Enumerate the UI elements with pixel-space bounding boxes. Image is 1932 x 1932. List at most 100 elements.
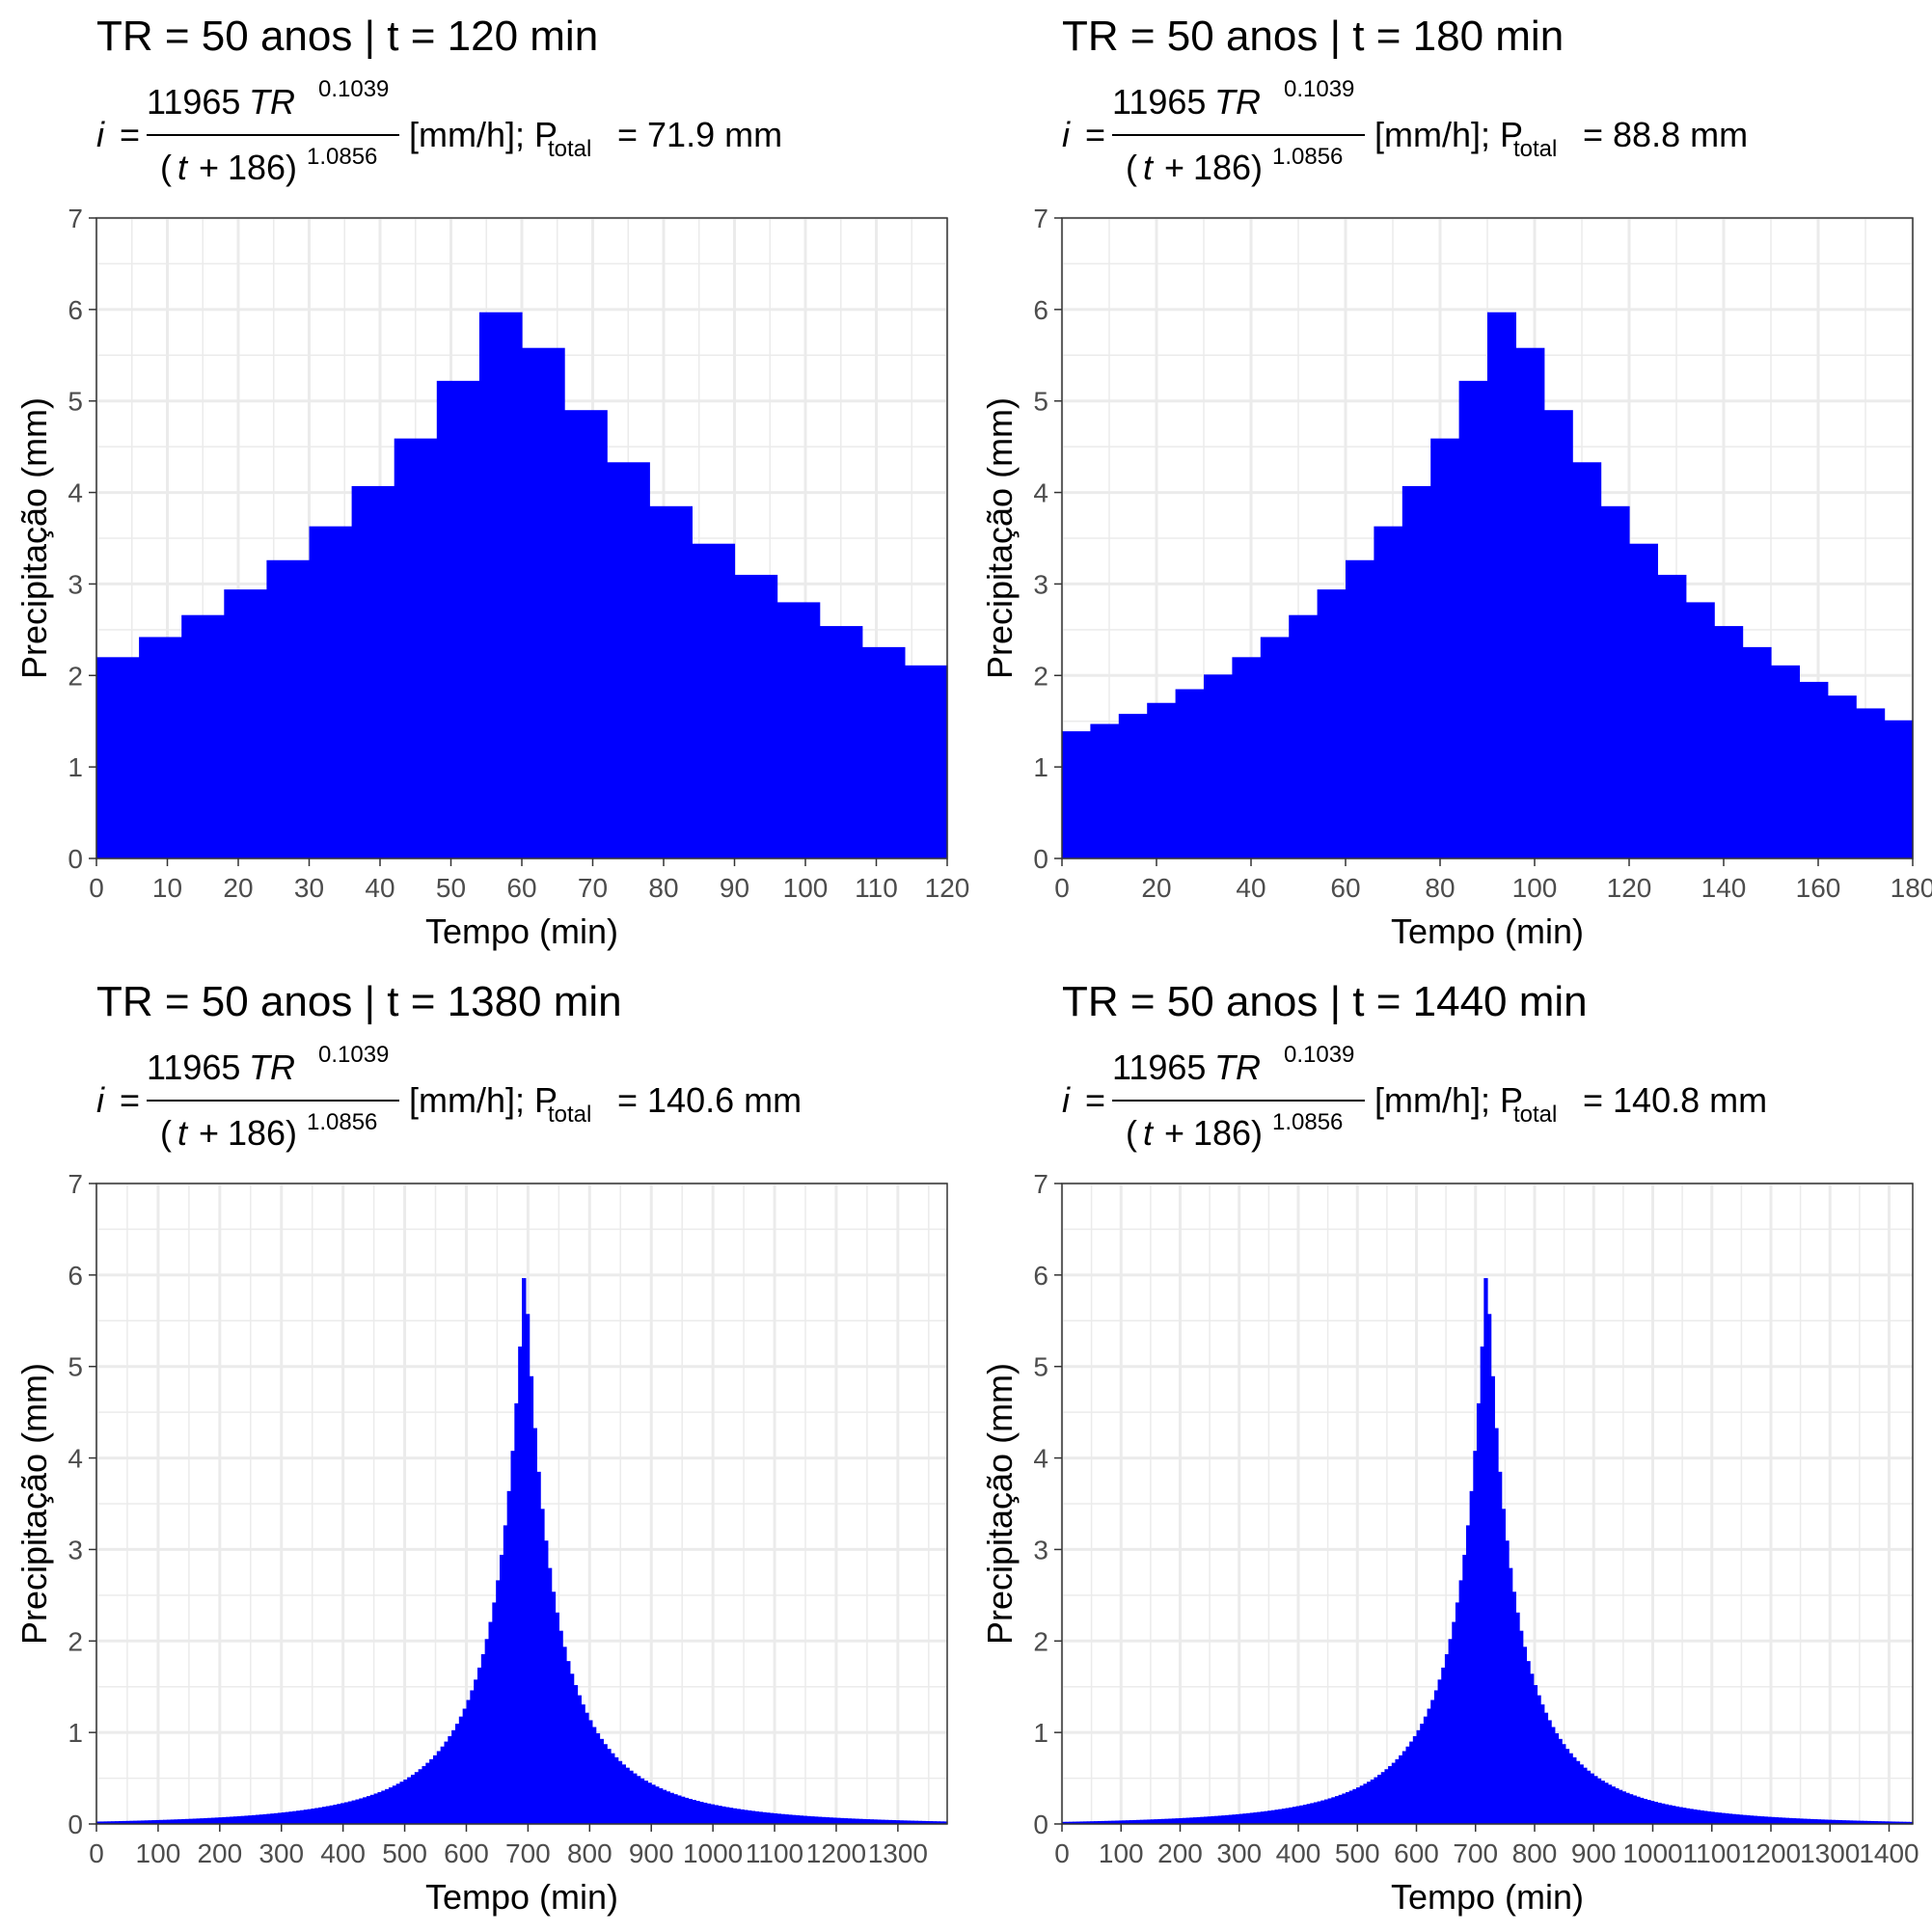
bar <box>839 1817 845 1824</box>
bar <box>1065 1821 1070 1824</box>
bar <box>1073 1821 1077 1824</box>
bar <box>458 1716 464 1824</box>
equation-numerator-exponent: 0.1039 <box>1284 76 1354 102</box>
bar <box>825 1817 830 1824</box>
bar <box>736 1809 741 1824</box>
bar <box>1122 1820 1127 1824</box>
x-tick-label: 110 <box>855 873 898 903</box>
bar <box>1629 543 1658 858</box>
bar <box>564 410 608 858</box>
bar <box>514 1402 519 1824</box>
bar <box>244 1815 249 1824</box>
bar <box>470 1690 475 1824</box>
bar <box>1363 1783 1368 1824</box>
equation-denominator-variable: t <box>1143 1113 1155 1153</box>
x-tick-label: 80 <box>648 873 678 903</box>
bar <box>754 1810 760 1824</box>
bar <box>1260 1811 1265 1824</box>
bar <box>607 1749 612 1824</box>
x-tick-label: 200 <box>197 1838 242 1868</box>
panel-title: TR = 50 anos | t = 180 min <box>1062 13 1564 60</box>
bar <box>1356 1787 1361 1824</box>
bar <box>769 1812 775 1824</box>
panel-title: TR = 50 anos | t = 1380 min <box>96 978 622 1025</box>
bar <box>902 1820 908 1824</box>
bar <box>1596 1778 1602 1824</box>
bar <box>144 1820 150 1824</box>
bar <box>861 646 906 858</box>
bar <box>1771 665 1800 858</box>
bar <box>1225 1814 1230 1824</box>
bar <box>1526 1661 1531 1824</box>
bar <box>732 1808 738 1824</box>
bar <box>1289 1807 1293 1824</box>
bar <box>1083 1821 1088 1824</box>
bar <box>1377 1774 1382 1824</box>
bar <box>340 1803 345 1824</box>
bar <box>1207 1816 1211 1824</box>
bar <box>1848 1820 1854 1824</box>
equation-p-subscript: total <box>548 136 591 162</box>
x-tick-label: 1400 <box>1859 1838 1918 1868</box>
bar <box>252 1814 257 1824</box>
bar <box>115 1821 120 1824</box>
bar <box>1632 1795 1637 1824</box>
equation-lhs: i <box>96 1080 105 1120</box>
x-tick-label: 400 <box>1276 1838 1321 1868</box>
bar <box>1700 1810 1704 1824</box>
bar <box>1111 1820 1116 1824</box>
bar <box>536 1471 541 1824</box>
y-tick-label: 6 <box>68 1261 83 1291</box>
x-tick-label: 160 <box>1796 873 1841 903</box>
bar <box>1600 505 1630 858</box>
y-tick-label: 3 <box>1033 1535 1048 1565</box>
equation-denominator-exponent: 1.0856 <box>1272 1109 1343 1135</box>
equation-denominator-close-paren: ) <box>286 1113 297 1153</box>
equation-numerator: 11965 <box>147 1048 240 1087</box>
bar <box>351 485 395 858</box>
bar <box>1799 681 1829 858</box>
plot-area: 0 10 20 30 40 50 60 70 80 90 100 110 120 0 1 2 3 4 5 6 7 Temp… <box>14 204 969 951</box>
bar <box>599 1738 604 1824</box>
bar <box>633 1773 638 1824</box>
x-tick-label: 1100 <box>1683 1838 1741 1868</box>
y-tick-label: 2 <box>68 661 83 691</box>
bar <box>248 1815 253 1824</box>
bar <box>1079 1821 1084 1824</box>
bar <box>181 1818 186 1824</box>
bar <box>714 1805 719 1824</box>
bar <box>1685 602 1715 858</box>
equation-numerator-variable: TR <box>1214 82 1261 122</box>
bar <box>266 559 311 858</box>
bar <box>1399 1755 1403 1824</box>
x-tick-label: 120 <box>1607 873 1652 903</box>
bar <box>666 1791 670 1824</box>
bar <box>96 1821 101 1824</box>
bar <box>1562 1744 1566 1824</box>
bar <box>1778 1817 1782 1824</box>
bar <box>1909 1821 1914 1824</box>
bar <box>1579 1764 1584 1824</box>
bar <box>196 1818 201 1824</box>
bar <box>214 1817 220 1824</box>
bar <box>551 1592 557 1824</box>
bar <box>1465 1525 1471 1824</box>
bar <box>522 1278 527 1824</box>
bar <box>1242 1813 1247 1824</box>
bar <box>1086 1821 1091 1824</box>
bar <box>1891 1821 1896 1824</box>
bar <box>1494 1428 1499 1824</box>
bar <box>1898 1821 1903 1824</box>
bar <box>292 1810 297 1824</box>
equation-denominator-constant: 186 <box>1193 1113 1251 1153</box>
bar <box>855 1818 859 1824</box>
bar <box>1483 1278 1488 1824</box>
bar <box>924 1820 930 1824</box>
bar <box>1835 1819 1839 1824</box>
bar <box>347 1801 353 1824</box>
bar <box>819 626 863 858</box>
bar <box>817 1816 823 1824</box>
y-tick-label: 4 <box>1033 478 1048 508</box>
bar <box>359 1798 364 1824</box>
bar <box>776 1813 782 1824</box>
